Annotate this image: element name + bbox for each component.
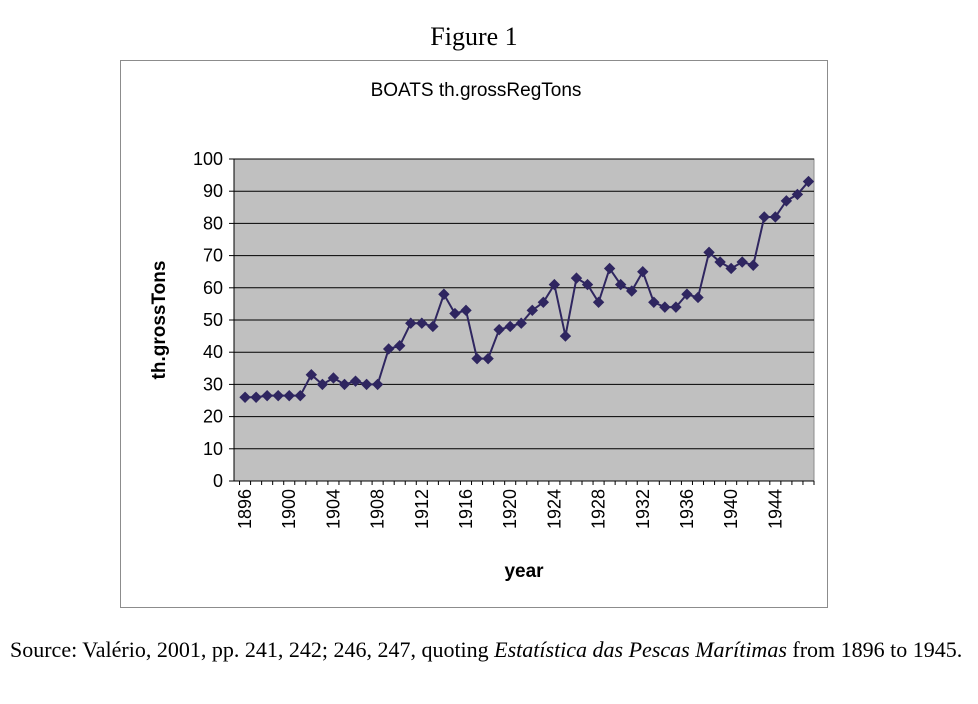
data-point xyxy=(736,256,748,268)
data-point xyxy=(626,285,638,297)
x-tick-label: 1900 xyxy=(279,489,299,529)
y-axis-label: th.grossTons xyxy=(149,261,170,380)
data-point xyxy=(338,378,351,391)
axes xyxy=(229,158,815,485)
data-point xyxy=(714,256,726,268)
data-point xyxy=(515,317,527,329)
data-point xyxy=(559,330,572,342)
y-tick-label: 60 xyxy=(203,278,223,298)
data-point xyxy=(648,296,660,308)
source-note: Source: Valério, 2001, pp. 241, 242; 246… xyxy=(10,636,965,664)
x-tick-labels: 1896 1900 1904 1908 1912 1916 1920 1924 1928 1932… xyxy=(235,489,785,529)
y-tick-labels: 0 10 20 30 40 50 60 70 80 90 100 xyxy=(193,149,223,491)
y-tick-label: 0 xyxy=(213,471,223,491)
data-point xyxy=(316,378,329,391)
data-point xyxy=(703,246,715,259)
data-point xyxy=(570,272,583,284)
x-tick-label: 1916 xyxy=(456,489,476,529)
data-point xyxy=(692,291,704,304)
data-point xyxy=(681,288,693,300)
series-line xyxy=(245,180,810,399)
data-point xyxy=(592,296,605,308)
data-point xyxy=(526,304,538,317)
x-tick-label: 1920 xyxy=(500,489,520,529)
data-point xyxy=(493,323,505,336)
x-tick-label: 1896 xyxy=(235,489,255,529)
y-tick-label: 70 xyxy=(203,246,223,266)
data-point xyxy=(581,278,594,291)
series xyxy=(239,175,815,403)
data-point xyxy=(382,343,395,355)
source-publication-title: Estatística das Pescas Marítimas xyxy=(494,637,787,662)
data-point xyxy=(548,278,561,291)
data-point xyxy=(272,389,284,402)
data-point xyxy=(802,175,815,188)
source-date-range: from 1896 to 1945. xyxy=(786,637,963,662)
y-tick-label: 80 xyxy=(203,213,223,233)
x-tick-label: 1908 xyxy=(368,489,388,529)
data-point xyxy=(482,352,494,365)
figure-caption: Figure 1 xyxy=(430,22,518,51)
x-tick-label: 1912 xyxy=(412,489,432,529)
y-tick-label: 90 xyxy=(203,181,223,201)
data-point xyxy=(659,301,671,313)
source-text: Source: Valério, 2001, pp. 241, 242; 246… xyxy=(10,637,495,662)
y-tick-label: 10 xyxy=(203,439,223,459)
data-point xyxy=(250,391,262,403)
data-point xyxy=(394,340,406,352)
x-tick-label: 1924 xyxy=(544,489,564,529)
gridlines xyxy=(234,158,814,450)
y-tick-label: 20 xyxy=(203,407,223,427)
data-point xyxy=(405,317,417,329)
data-point xyxy=(427,320,439,333)
data-point xyxy=(791,188,804,201)
data-point xyxy=(416,317,428,329)
x-tick-label: 1932 xyxy=(633,489,653,529)
x-tick-label: 1940 xyxy=(721,489,741,529)
data-point xyxy=(261,389,273,402)
x-tick-label: 1904 xyxy=(323,489,343,529)
data-point xyxy=(504,320,516,333)
data-point xyxy=(360,378,373,391)
data-point xyxy=(305,369,318,381)
data-point xyxy=(239,391,251,403)
data-point xyxy=(780,195,793,207)
data-point xyxy=(769,211,782,223)
data-point xyxy=(471,352,483,365)
chart-frame: BOATS th.grossRegTons 0 10 20 30 40 50 60 70 80 9… xyxy=(120,60,828,608)
line-chart: BOATS th.grossRegTons 0 10 20 30 40 50 60 70 80 9… xyxy=(149,80,815,582)
data-point xyxy=(725,262,737,275)
data-point xyxy=(537,296,550,308)
data-point xyxy=(327,372,340,384)
x-tick-label: 1928 xyxy=(589,489,609,529)
data-point xyxy=(747,259,759,271)
data-point xyxy=(637,265,649,278)
data-point xyxy=(283,389,295,402)
data-point xyxy=(758,211,770,223)
y-tick-label: 40 xyxy=(203,342,223,362)
y-tick-label: 100 xyxy=(193,149,223,169)
y-tick-label: 30 xyxy=(203,374,223,394)
x-tick-label: 1936 xyxy=(677,489,697,529)
data-point xyxy=(603,262,616,275)
data-point xyxy=(438,288,450,300)
data-point xyxy=(349,375,362,387)
y-tick-label: 50 xyxy=(203,310,223,330)
chart-title: BOATS th.grossRegTons xyxy=(371,80,582,101)
data-point xyxy=(449,307,461,320)
x-tick-label: 1944 xyxy=(765,489,785,529)
data-point xyxy=(294,389,306,402)
data-point xyxy=(614,278,627,291)
data-point xyxy=(670,301,682,313)
data-point xyxy=(371,378,384,391)
x-axis-label: year xyxy=(504,561,544,582)
data-point xyxy=(460,304,472,317)
